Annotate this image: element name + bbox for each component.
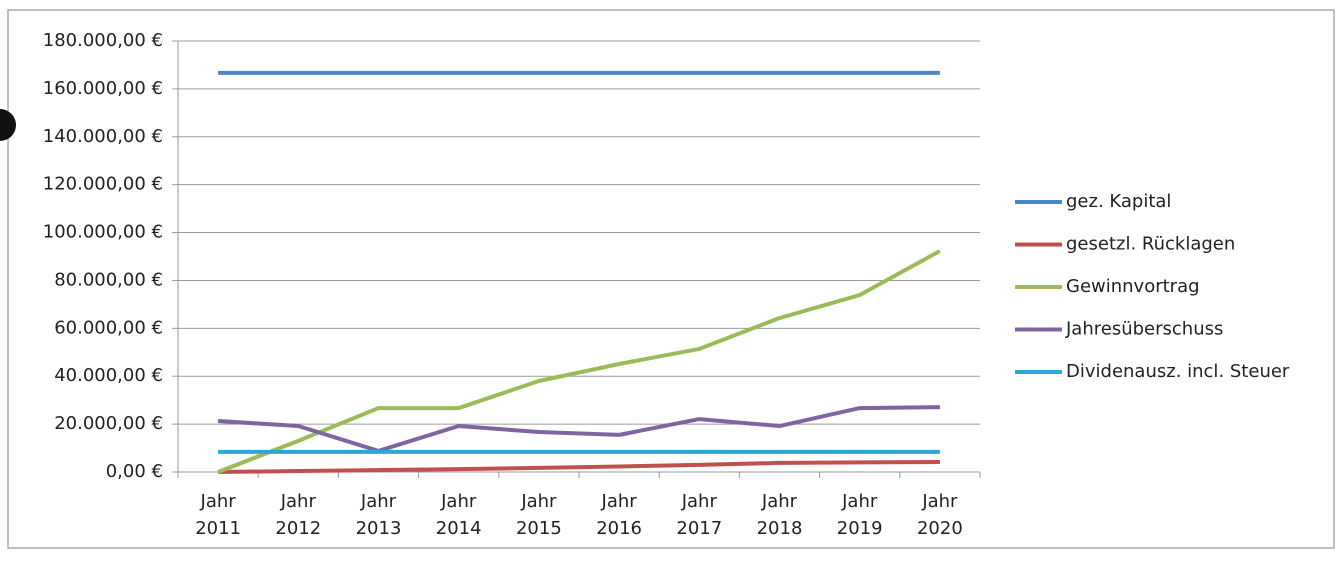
legend-label: gesetzl. Rücklagen (1066, 234, 1235, 255)
x-tick-label: Jahr 2019 (837, 491, 883, 539)
chart-border (7, 9, 1335, 549)
legend-label: Jahresüberschuss (1065, 319, 1223, 340)
series-line (217, 249, 941, 474)
x-tick-label: Jahr 2015 (516, 491, 562, 539)
legend-label: Dividenausz. incl. Steuer (1066, 361, 1290, 382)
x-tick-label: Jahr 2017 (676, 491, 722, 539)
legend-label: Gewinnvortrag (1066, 276, 1200, 297)
x-tick-label: Jahr 2018 (757, 491, 803, 539)
x-tick-label: Jahr 2013 (356, 491, 402, 539)
y-tick-label: 20.000,00 € (54, 413, 163, 434)
y-tick-label: 0,00 € (106, 461, 163, 482)
scan-mark (0, 109, 16, 141)
y-tick-label: 140.000,00 € (43, 126, 163, 147)
y-tick-label: 160.000,00 € (43, 78, 163, 99)
x-tick-label: Jahr 2020 (917, 491, 963, 539)
y-tick-label: 40.000,00 € (54, 365, 163, 386)
y-tick-label: 60.000,00 € (54, 317, 163, 338)
x-tick-label: Jahr 2011 (195, 491, 241, 539)
x-tick-label: Jahr 2014 (436, 491, 482, 539)
y-tick-label: 80.000,00 € (54, 269, 163, 290)
x-tick-label: Jahr 2012 (275, 491, 321, 539)
y-tick-label: 180.000,00 € (43, 30, 163, 51)
y-tick-label: 100.000,00 € (43, 222, 163, 243)
x-tick-label: Jahr 2016 (596, 491, 642, 539)
series-line (217, 405, 940, 453)
y-tick-label: 120.000,00 € (43, 174, 163, 195)
legend-label: gez. Kapital (1066, 191, 1171, 212)
series-line (218, 459, 940, 474)
